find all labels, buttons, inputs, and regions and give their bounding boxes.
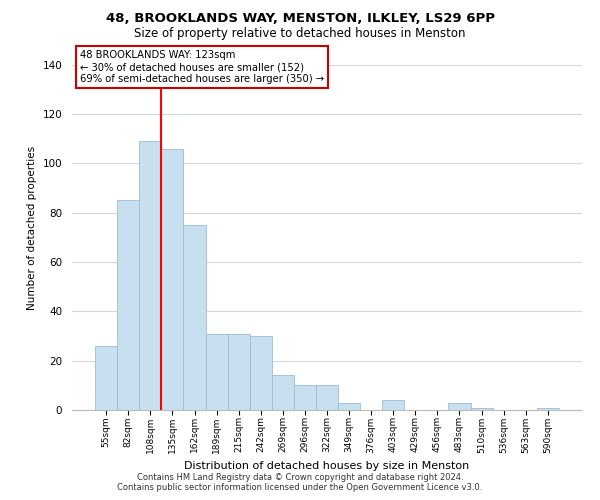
Bar: [227, 334, 250, 410]
Bar: [316, 386, 338, 410]
Bar: [161, 148, 184, 410]
Text: Size of property relative to detached houses in Menston: Size of property relative to detached ho…: [134, 28, 466, 40]
Bar: [95, 346, 117, 410]
Bar: [117, 200, 139, 410]
Bar: [338, 402, 360, 410]
Bar: [294, 386, 316, 410]
Bar: [139, 141, 161, 410]
X-axis label: Distribution of detached houses by size in Menston: Distribution of detached houses by size …: [184, 461, 470, 471]
Text: 48, BROOKLANDS WAY, MENSTON, ILKLEY, LS29 6PP: 48, BROOKLANDS WAY, MENSTON, ILKLEY, LS2…: [106, 12, 494, 26]
Bar: [470, 408, 493, 410]
Text: Contains HM Land Registry data © Crown copyright and database right 2024.
Contai: Contains HM Land Registry data © Crown c…: [118, 473, 482, 492]
Bar: [250, 336, 272, 410]
Text: 48 BROOKLANDS WAY: 123sqm
← 30% of detached houses are smaller (152)
69% of semi: 48 BROOKLANDS WAY: 123sqm ← 30% of detac…: [80, 50, 324, 84]
Bar: [184, 225, 206, 410]
Bar: [537, 408, 559, 410]
Bar: [272, 376, 294, 410]
Y-axis label: Number of detached properties: Number of detached properties: [27, 146, 37, 310]
Bar: [448, 402, 470, 410]
Bar: [382, 400, 404, 410]
Bar: [206, 334, 227, 410]
